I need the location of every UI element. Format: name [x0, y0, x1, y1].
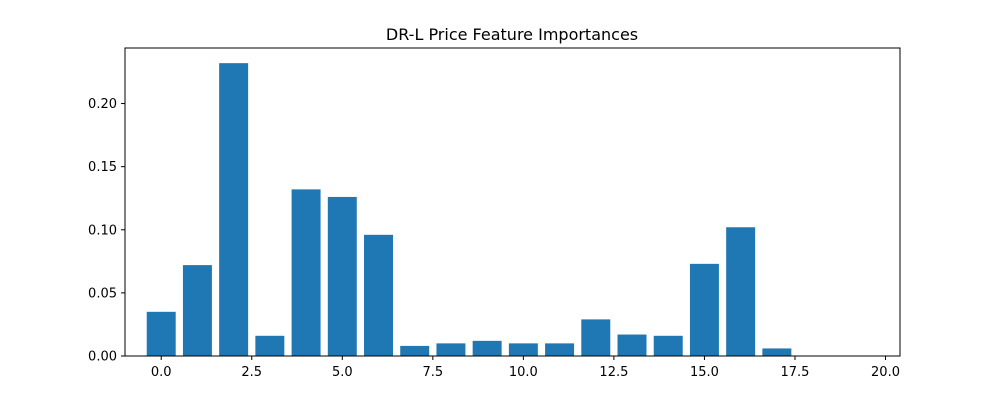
x-tick-label: 5.0 [332, 365, 353, 380]
y-tick-label: 0.05 [88, 286, 117, 301]
x-tick-label: 0.0 [151, 365, 172, 380]
y-tick-label: 0.15 [88, 160, 117, 175]
bar-15 [689, 263, 719, 356]
x-tick-label: 12.5 [599, 365, 628, 380]
x-axis: 0.0 2.5 5.0 7.5 10.0 12.5 15.0 17.5 20.0 [151, 356, 900, 380]
bar-0 [146, 311, 176, 356]
bar-9 [472, 340, 502, 356]
y-tick-label: 0.00 [88, 350, 117, 365]
bar-1 [182, 265, 212, 356]
bar-7 [400, 345, 430, 356]
x-tick-label: 20.0 [871, 365, 900, 380]
bar-13 [617, 334, 647, 356]
bar-11 [545, 343, 575, 356]
bar-2 [219, 63, 249, 357]
bar-12 [581, 319, 611, 356]
bar-16 [726, 227, 756, 356]
y-tick-label: 0.10 [88, 223, 117, 238]
x-tick-label: 15.0 [690, 365, 719, 380]
bar-6 [364, 234, 393, 356]
bar-14 [653, 335, 683, 356]
bar-10 [508, 343, 538, 356]
x-tick-label: 17.5 [781, 365, 810, 380]
bar-4 [291, 189, 321, 356]
bar-8 [436, 343, 466, 356]
plot-frame [124, 47, 901, 357]
bar-17 [762, 348, 792, 356]
x-tick-label: 10.0 [509, 365, 538, 380]
chart-title: DR-L Price Feature Importances [386, 25, 638, 44]
bar-3 [255, 335, 285, 356]
bar-5 [327, 196, 357, 356]
bars-group [146, 63, 792, 357]
y-axis: 0.00 0.05 0.10 0.15 0.20 [88, 97, 125, 365]
y-tick-label: 0.20 [88, 97, 117, 112]
x-tick-label: 7.5 [422, 365, 443, 380]
x-tick-label: 2.5 [241, 365, 262, 380]
